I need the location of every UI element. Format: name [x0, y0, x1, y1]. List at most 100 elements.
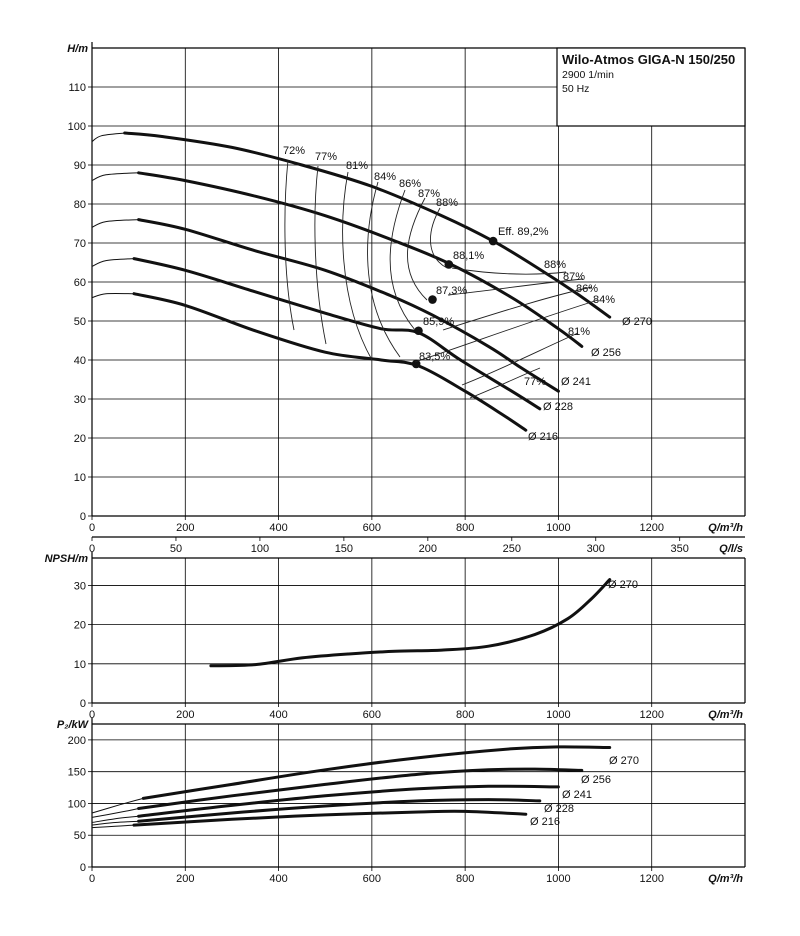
npsh-ytick-label: 10: [74, 659, 86, 671]
title-box-speed: 2900 1/min: [562, 69, 614, 81]
head-curve-lead-in: [91, 219, 139, 228]
power-series: Ø 216: [91, 809, 560, 829]
head-xtick-label: 0: [89, 522, 95, 534]
head-ytick-label: 70: [74, 238, 86, 250]
power-curve: [132, 809, 528, 827]
head-series: Ø 241: [91, 218, 591, 393]
power-xtick-label: 200: [176, 873, 194, 885]
head-xtick-label: 600: [363, 522, 381, 534]
title-box-title: Wilo-Atmos GIGA-N 150/250: [562, 52, 735, 67]
head-ytick-label: 30: [74, 394, 86, 406]
power-ytick-label: 50: [74, 830, 86, 842]
npsh-xtick-label: 1000: [546, 709, 570, 721]
secondary-tick-label: 200: [419, 543, 437, 555]
npsh-x-axis-label: Q/m³/h: [708, 709, 743, 721]
npsh-curve-label: Ø 270: [608, 579, 638, 591]
power-xtick-label: 1000: [546, 873, 570, 885]
secondary-axis: 0 50 100 150 200 250 300 350 Q/l/s: [89, 536, 745, 555]
power-series: Ø 228: [91, 798, 574, 826]
iso-efficiency-curve: [461, 332, 579, 386]
head-ytick-label: 40: [74, 355, 86, 367]
iso-efficiency-curve: [451, 267, 567, 275]
iso-efficiency-curve: [284, 159, 295, 331]
iso-efficiency-curve: [430, 207, 448, 269]
power-ytick-label: 200: [68, 735, 86, 747]
power-ytick-label: 0: [80, 862, 86, 874]
head-xtick-label: 200: [176, 522, 194, 534]
npsh-xtick-label: 200: [176, 709, 194, 721]
head-curve-lead-in: [91, 132, 125, 143]
power-curve-label: Ø 270: [609, 755, 639, 767]
efficiency-label: 87%: [563, 271, 585, 283]
power-xtick-label: 1200: [639, 873, 663, 885]
head-x-axis-label: Q/m³/h: [708, 522, 743, 534]
efficiency-label: 77%: [524, 376, 546, 388]
title-box-frame: [556, 47, 746, 127]
power-xtick-label: 800: [456, 873, 474, 885]
head-ytick-label: 0: [80, 511, 86, 523]
head-curve: [132, 292, 528, 432]
efficiency-label: 87%: [418, 188, 440, 200]
power-curve-lead-in: [91, 808, 139, 818]
best-efficiency-point: [414, 326, 423, 336]
iso-efficiency-curve: [442, 286, 593, 331]
best-efficiency-point: [444, 260, 454, 269]
power-ytick-label: 150: [68, 767, 86, 779]
head-ytick-label: 100: [68, 121, 86, 133]
power-curve: [137, 784, 560, 818]
iso-efficiency-curve: [469, 367, 541, 399]
title-box: Wilo-Atmos GIGA-N 150/250 2900 1/min 50 Hz: [556, 47, 746, 127]
head-curve: [123, 131, 612, 319]
iso-efficiency-curve: [447, 278, 584, 296]
secondary-tick-label: 350: [671, 543, 689, 555]
head-series: Ø 270: [91, 131, 652, 328]
npsh-curve: [209, 578, 612, 668]
power-series: Ø 270: [91, 745, 639, 814]
efficiency-label: 88%: [544, 259, 566, 271]
npsh-xtick-label: 0: [89, 709, 95, 721]
head-series: Ø 228: [91, 257, 573, 413]
efficiency-label: 86%: [576, 283, 598, 295]
secondary-tick-label: 50: [170, 543, 182, 555]
head-ytick-label: 110: [68, 82, 86, 94]
head-curve: [132, 257, 542, 411]
power-x-axis-label: Q/m³/h: [708, 873, 743, 885]
head-curve: [137, 218, 560, 393]
bep-efficiency-label: 85,9%: [423, 316, 454, 328]
head-curve-label: Ø 256: [591, 347, 621, 359]
secondary-tick-label: 100: [251, 543, 269, 555]
power-curve-lead-in: [91, 815, 139, 823]
head-curve-lead-in: [91, 172, 139, 182]
power-ytick-label: 100: [68, 798, 86, 810]
power-xtick-label: 600: [363, 873, 381, 885]
power-grid: 0 50 100 150 200 0 200 400 600 800 1000 1200 P₂/kW Q/…: [57, 718, 746, 885]
iso-efficiency-curve: [367, 181, 401, 358]
head-curve-label: Ø 270: [622, 316, 652, 328]
head-ytick-label: 60: [74, 277, 86, 289]
power-curve-label: Ø 216: [530, 816, 560, 828]
iso-efficiency-lines: [284, 159, 599, 399]
efficiency-label: 81%: [568, 326, 590, 338]
head-ytick-label: 80: [74, 199, 86, 211]
power-curve: [137, 767, 584, 810]
head-curve-label: Ø 216: [528, 431, 558, 443]
iso-efficiency-curve: [407, 197, 428, 301]
bep-efficiency-label: Eff. 89,2%: [498, 226, 549, 238]
npsh-ytick-label: 30: [74, 580, 86, 592]
title-box-frequency: 50 Hz: [562, 83, 589, 95]
head-curve-label: Ø 228: [543, 401, 573, 413]
power-xtick-label: 0: [89, 873, 95, 885]
npsh-xtick-label: 400: [269, 709, 287, 721]
head-ytick-label: 10: [74, 472, 86, 484]
efficiency-label: 84%: [374, 171, 396, 183]
iso-efficiency-curve: [389, 189, 416, 331]
efficiency-label: 86%: [399, 178, 421, 190]
power-series: Ø 241: [91, 784, 592, 823]
bep-efficiency-label: 88,1%: [453, 250, 484, 262]
head-y-axis-label: H/m: [67, 43, 88, 55]
power-curve-label: Ø 241: [562, 789, 592, 801]
efficiency-label: 72%: [283, 145, 305, 157]
power-curve-lead-in: [91, 797, 144, 814]
